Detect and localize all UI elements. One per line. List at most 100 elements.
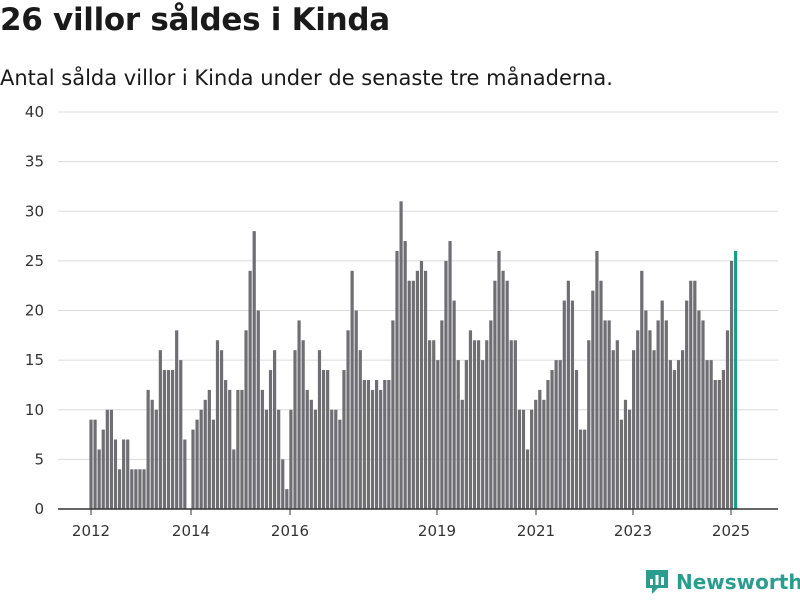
bar bbox=[501, 270, 505, 509]
bar bbox=[672, 370, 677, 509]
bar bbox=[472, 340, 477, 509]
x-tick: 2016 bbox=[271, 509, 309, 540]
bar bbox=[399, 201, 403, 509]
bar bbox=[195, 419, 199, 509]
bar bbox=[281, 459, 285, 510]
bar bbox=[448, 241, 452, 509]
bar bbox=[268, 370, 273, 509]
bar bbox=[619, 419, 623, 509]
bar bbox=[419, 260, 424, 510]
bar bbox=[264, 409, 269, 509]
bar bbox=[456, 360, 460, 510]
y-tick-label: 25 bbox=[25, 252, 44, 270]
bar bbox=[517, 409, 521, 509]
bar bbox=[395, 250, 399, 509]
x-tick: 2025 bbox=[712, 509, 750, 540]
bar bbox=[509, 340, 513, 509]
bar bbox=[273, 350, 277, 509]
bar bbox=[542, 399, 546, 509]
bar bbox=[150, 399, 154, 509]
y-tick: 30 bbox=[25, 202, 44, 220]
bar bbox=[215, 340, 220, 509]
bar bbox=[219, 350, 224, 509]
bar bbox=[705, 360, 709, 510]
bar bbox=[199, 409, 203, 509]
bar bbox=[309, 399, 313, 509]
bar bbox=[436, 360, 440, 510]
bar bbox=[681, 350, 685, 509]
bar bbox=[117, 469, 122, 509]
y-tick: 15 bbox=[25, 351, 44, 369]
bar bbox=[321, 370, 326, 509]
bar bbox=[175, 330, 179, 509]
bar bbox=[521, 409, 526, 509]
y-axis: 0 5 10 15 20 25 30 35 40 bbox=[25, 103, 44, 518]
bar bbox=[489, 320, 493, 509]
bar bbox=[350, 270, 354, 509]
bar bbox=[158, 350, 162, 509]
bar bbox=[207, 389, 211, 509]
bar bbox=[252, 231, 256, 509]
bar bbox=[203, 399, 207, 509]
chart-title: 26 villor såldes i Kinda bbox=[0, 2, 390, 38]
bar bbox=[579, 429, 583, 509]
bar bbox=[468, 330, 473, 509]
bar bbox=[370, 389, 375, 509]
bar bbox=[256, 310, 260, 509]
bar bbox=[248, 270, 252, 509]
y-tick-label: 15 bbox=[25, 351, 44, 369]
bar bbox=[538, 389, 542, 509]
bar bbox=[179, 360, 183, 510]
bar bbox=[415, 270, 419, 509]
y-tick-label: 5 bbox=[34, 450, 44, 468]
bar bbox=[505, 280, 509, 509]
x-tick-label: 2014 bbox=[172, 522, 210, 540]
bar bbox=[717, 379, 721, 509]
bar bbox=[652, 350, 656, 509]
bar bbox=[297, 320, 301, 509]
bar bbox=[632, 350, 636, 509]
bar bbox=[562, 300, 566, 509]
x-tick: 2012 bbox=[72, 509, 110, 540]
bar bbox=[346, 330, 350, 509]
bar bbox=[411, 280, 415, 509]
bar bbox=[342, 370, 346, 509]
bar bbox=[595, 250, 599, 509]
bar bbox=[693, 280, 697, 509]
bar bbox=[317, 350, 322, 509]
bar bbox=[607, 320, 611, 509]
bar bbox=[126, 439, 130, 509]
bar bbox=[460, 399, 464, 509]
bar bbox=[493, 280, 497, 509]
bar bbox=[387, 379, 391, 509]
bar bbox=[171, 370, 175, 509]
bar bbox=[530, 409, 534, 509]
bar bbox=[358, 350, 362, 509]
bar bbox=[534, 399, 538, 509]
bar bbox=[391, 320, 395, 509]
bar bbox=[550, 370, 554, 509]
bar bbox=[142, 469, 146, 509]
y-tick-label: 35 bbox=[25, 153, 44, 171]
x-tick-label: 2012 bbox=[72, 522, 110, 540]
bar bbox=[330, 409, 334, 509]
bar bbox=[211, 419, 215, 509]
bar bbox=[481, 360, 485, 510]
bar bbox=[191, 429, 195, 509]
bar bbox=[313, 409, 317, 509]
y-tick: 5 bbox=[34, 450, 44, 468]
brand-logo[interactable]: Newsworthy bbox=[644, 568, 800, 596]
bar bbox=[477, 340, 481, 509]
bar bbox=[326, 370, 330, 509]
chart-logo-icon bbox=[646, 570, 668, 594]
bar bbox=[570, 300, 575, 509]
bar bbox=[591, 290, 595, 509]
bar bbox=[558, 360, 562, 510]
bar bbox=[232, 449, 236, 509]
bar bbox=[685, 300, 689, 509]
x-tick: 2021 bbox=[517, 509, 555, 540]
bar bbox=[464, 360, 468, 510]
y-tick-label: 40 bbox=[25, 103, 44, 121]
bar bbox=[89, 419, 93, 509]
